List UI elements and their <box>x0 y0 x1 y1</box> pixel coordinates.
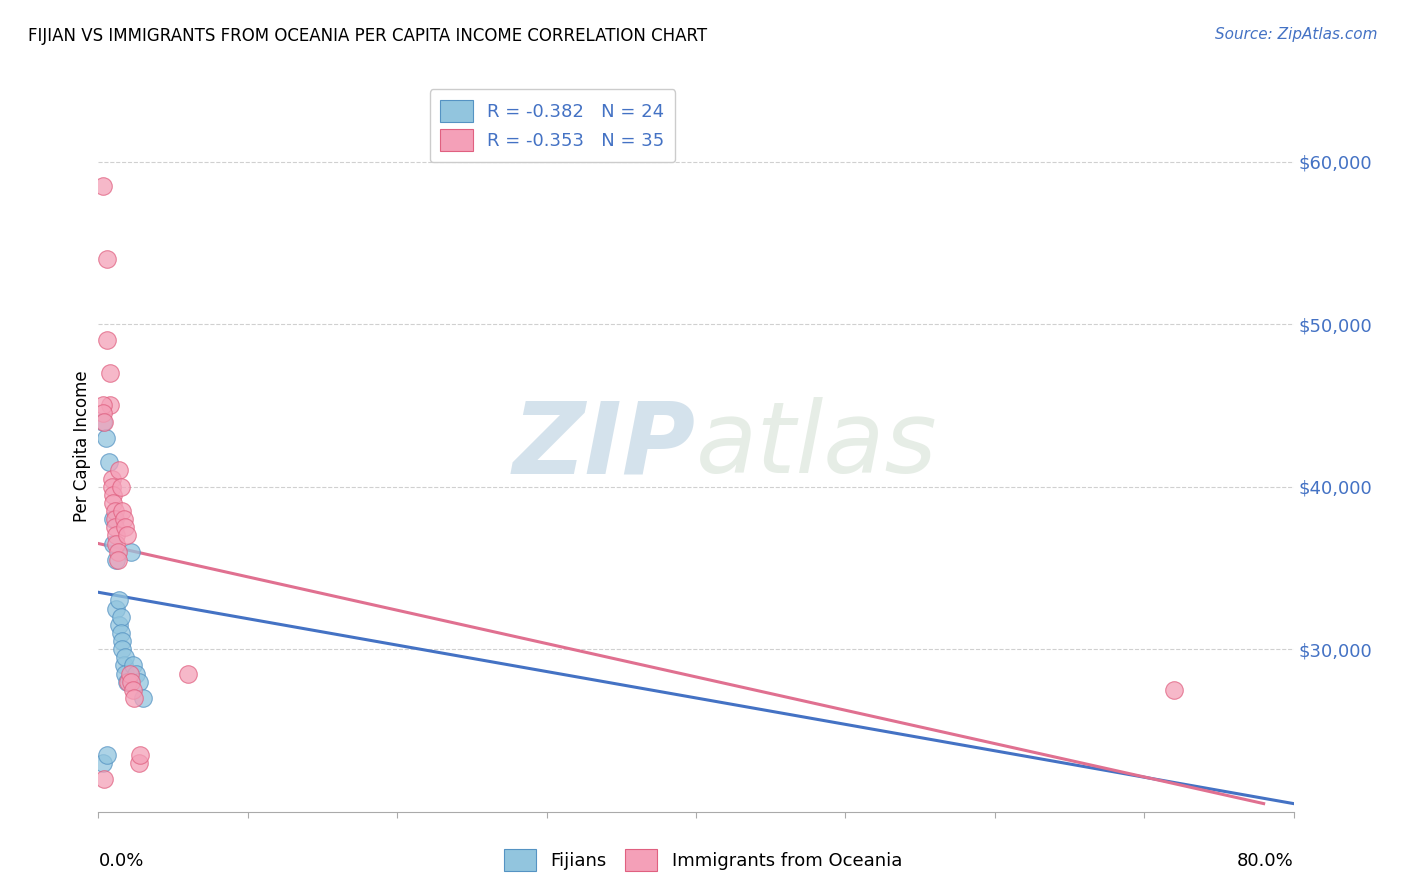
Point <box>94 431 117 445</box>
Point <box>91 398 114 412</box>
Text: atlas: atlas <box>696 398 938 494</box>
Point <box>91 756 114 770</box>
Point <box>108 463 131 477</box>
Point <box>112 658 135 673</box>
Point <box>132 690 155 705</box>
Point <box>112 512 135 526</box>
Point <box>96 252 118 266</box>
Point <box>111 634 134 648</box>
Point <box>121 682 143 697</box>
Point <box>115 528 138 542</box>
Point <box>98 366 122 380</box>
Point <box>114 666 136 681</box>
Legend: Fijians, Immigrants from Oceania: Fijians, Immigrants from Oceania <box>496 842 910 879</box>
Point <box>110 626 132 640</box>
Point <box>96 747 118 762</box>
Point <box>105 536 128 550</box>
Point <box>120 674 142 689</box>
Point <box>121 658 143 673</box>
Point <box>107 544 129 558</box>
Point <box>101 480 124 494</box>
Point <box>91 415 114 429</box>
Point <box>105 553 128 567</box>
Point <box>111 642 134 657</box>
Point <box>110 480 132 494</box>
Point <box>104 520 127 534</box>
Point <box>111 504 134 518</box>
Text: 80.0%: 80.0% <box>1237 852 1294 870</box>
Point <box>103 496 125 510</box>
Point <box>91 407 114 421</box>
Point <box>96 334 118 348</box>
Point <box>115 674 138 689</box>
Point <box>91 178 114 193</box>
Text: FIJIAN VS IMMIGRANTS FROM OCEANIA PER CAPITA INCOME CORRELATION CHART: FIJIAN VS IMMIGRANTS FROM OCEANIA PER CA… <box>28 27 707 45</box>
Point <box>114 650 136 665</box>
Point <box>124 690 146 705</box>
Point <box>103 512 125 526</box>
Text: ZIP: ZIP <box>513 398 696 494</box>
Point <box>177 666 200 681</box>
Point <box>103 488 125 502</box>
Point <box>108 593 131 607</box>
Point <box>103 536 125 550</box>
Point <box>129 747 152 762</box>
Point <box>105 601 128 615</box>
Point <box>110 609 132 624</box>
Point <box>108 617 131 632</box>
Point <box>104 512 127 526</box>
Point <box>118 666 141 681</box>
Point <box>93 415 115 429</box>
Point <box>125 666 148 681</box>
Point <box>114 520 136 534</box>
Point <box>98 398 122 412</box>
Point <box>93 772 115 787</box>
Point <box>1163 682 1185 697</box>
Point <box>101 471 124 485</box>
Point <box>107 553 129 567</box>
Point <box>117 674 139 689</box>
Point <box>104 504 127 518</box>
Text: Source: ZipAtlas.com: Source: ZipAtlas.com <box>1215 27 1378 42</box>
Legend: R = -0.382   N = 24, R = -0.353   N = 35: R = -0.382 N = 24, R = -0.353 N = 35 <box>430 89 675 162</box>
Point <box>120 544 142 558</box>
Point <box>97 455 120 469</box>
Point <box>128 674 150 689</box>
Y-axis label: Per Capita Income: Per Capita Income <box>73 370 91 522</box>
Point <box>105 528 128 542</box>
Point <box>128 756 150 770</box>
Text: 0.0%: 0.0% <box>98 852 143 870</box>
